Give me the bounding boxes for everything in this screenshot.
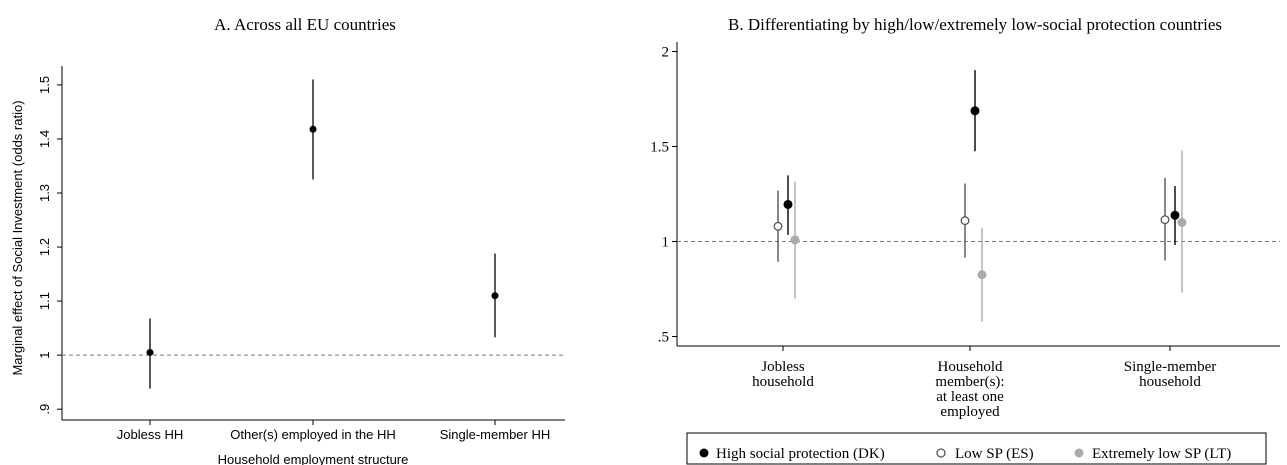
panel-a-xtick-label: Single-member HH — [440, 427, 551, 442]
panel-b-ytick-label: 1.5 — [650, 140, 669, 156]
panel-a-ytick-label: 1 — [37, 352, 52, 359]
panel-a-point — [309, 125, 317, 133]
panel-b-ytick-label: 2 — [662, 45, 670, 61]
panel-b-plot: .511.52JoblesshouseholdHouseholdmember(s… — [650, 42, 1280, 420]
panel-a-ytick-label: 1.4 — [37, 130, 52, 148]
panel-a-ytick-label: 1.5 — [37, 76, 52, 94]
panel-b-point — [960, 216, 970, 226]
legend-marker-dk — [699, 448, 709, 458]
panel-b-xtick-label-line: household — [1139, 374, 1201, 390]
legend: High social protection (DK) Low SP (ES) … — [686, 432, 1267, 465]
panel-b-ytick-label: .5 — [658, 330, 669, 346]
panel-b-xtick-label-line: employed — [940, 404, 1000, 420]
legend-marker-es — [936, 448, 946, 458]
panel-b-point — [1170, 210, 1180, 220]
panel-b-xtick-label-line: Single-member — [1124, 359, 1216, 375]
legend-label-lt: Extremely low SP (LT) — [1092, 446, 1231, 462]
panel-a-ytick-label: .9 — [37, 404, 52, 415]
panel-b-point — [977, 270, 987, 280]
legend-box — [686, 432, 1267, 465]
panel-a-ytick-label: 1.3 — [37, 184, 52, 202]
panel-b-point — [970, 106, 980, 116]
panel-b-point — [773, 221, 783, 231]
legend-label-es: Low SP (ES) — [955, 446, 1034, 462]
panel-b-xtick-label-line: member(s): — [935, 374, 1004, 390]
panel-a-title: A. Across all EU countries — [214, 15, 396, 34]
panel-b-title: B. Differentiating by high/low/extremely… — [728, 15, 1222, 34]
panel-a-ytick-label: 1.2 — [37, 238, 52, 256]
panel-b-xtick-label-line: Household — [938, 359, 1003, 375]
panel-a-ytick-label: 1.1 — [37, 292, 52, 310]
panel-b-xtick-label-line: Jobless — [761, 359, 805, 375]
panel-b-xtick-label-line: at least one — [936, 389, 1004, 405]
legend-marker-lt — [1074, 448, 1084, 458]
panel-b-xtick-label-line: household — [752, 374, 814, 390]
panel-a-ylabel: Marginal effect of Social Investment (od… — [10, 100, 25, 375]
panel-a-xlabel: Household employment structure — [218, 452, 409, 465]
panel-b-point — [783, 199, 793, 209]
legend-label-dk: High social protection (DK) — [716, 446, 885, 462]
panel-a-plot: .9 1 1.1 1.2 1.3 1.4 1.5 Jobless HH Other(s) emp… — [37, 66, 565, 442]
panel-b-point — [1160, 215, 1170, 225]
panel-a-point — [146, 348, 154, 356]
panel-a-point — [491, 292, 499, 300]
panel-a-xtick-label: Other(s) employed in the HH — [230, 427, 395, 442]
panel-b-point — [1177, 218, 1187, 227]
panel-b-ytick-label: 1 — [662, 235, 670, 251]
panel-b-point — [790, 235, 800, 245]
panel-a-xtick-label: Jobless HH — [117, 427, 183, 442]
